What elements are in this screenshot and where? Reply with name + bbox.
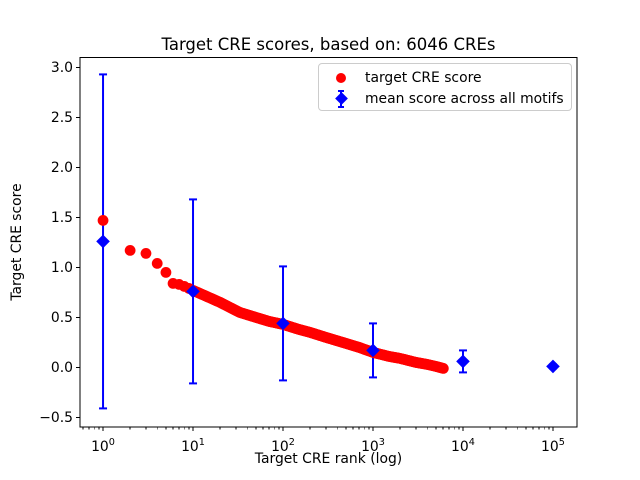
- red-scatter-point: [97, 215, 109, 226]
- legend-item-target-cre-score: target CRE score: [319, 67, 571, 88]
- y-tick-label: 1.0: [51, 260, 73, 276]
- legend-label-target-cre-score: target CRE score: [365, 69, 482, 86]
- red-scatter-point: [151, 258, 163, 269]
- blue-diamond-errorbar-icon: [329, 89, 353, 109]
- red-scatter-point: [124, 245, 136, 256]
- y-tick-label: −0.5: [39, 410, 73, 426]
- axes-frame: [79, 57, 578, 428]
- x-tick-label: 105: [541, 437, 565, 455]
- mean-diamond-marker: [366, 343, 380, 358]
- x-tick-label: 104: [451, 437, 475, 455]
- legend: target CRE score mean score across all m…: [318, 63, 572, 111]
- mean-diamond-marker: [456, 354, 470, 369]
- y-tick-label: 0.0: [51, 360, 73, 376]
- y-tick-label: 2.0: [51, 160, 73, 176]
- legend-label-mean-score: mean score across all motifs: [365, 90, 564, 107]
- y-tick-label: 2.5: [51, 110, 73, 126]
- x-tick-label: 102: [271, 437, 295, 455]
- y-tick-label: 0.5: [51, 310, 73, 326]
- errorbar-cap-icon: [338, 105, 344, 108]
- mean-diamond-marker: [186, 284, 200, 299]
- y-axis-title: Target CRE score: [9, 183, 25, 301]
- x-tick-label: 101: [181, 437, 205, 455]
- red-scatter-point: [140, 248, 152, 259]
- x-axis-title: Target CRE rank (log): [254, 451, 403, 467]
- x-tick-label: 100: [91, 437, 115, 455]
- mean-diamond-marker: [276, 316, 290, 331]
- red-circle-marker-icon: [329, 68, 353, 88]
- red-scatter-point: [437, 363, 449, 374]
- chart-title: Target CRE scores, based on: 6046 CREs: [161, 35, 496, 54]
- legend-item-mean-score: mean score across all motifs: [319, 88, 571, 109]
- mean-diamond-marker: [546, 359, 560, 374]
- mean-diamond-marker: [96, 234, 110, 249]
- red-dot-swatch: [336, 72, 346, 83]
- x-tick-label: 103: [361, 437, 385, 455]
- blue-diamond-swatch: [334, 92, 348, 105]
- y-tick-label: 1.5: [51, 210, 73, 226]
- y-tick-label: 3.0: [51, 60, 73, 76]
- red-scatter-point: [160, 267, 172, 278]
